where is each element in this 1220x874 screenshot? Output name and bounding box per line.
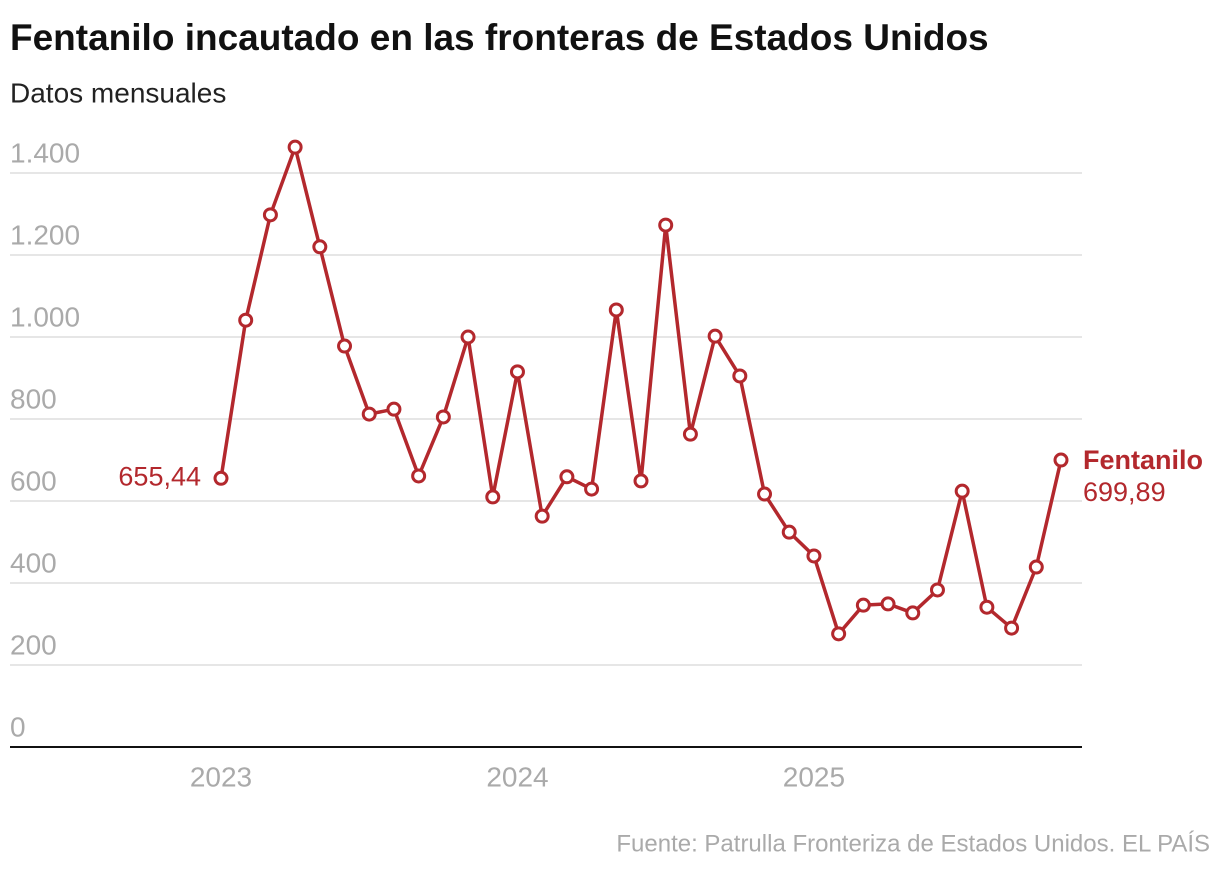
y-tick-label: 800	[10, 383, 57, 414]
marker	[509, 364, 525, 380]
data-label: 655,44	[118, 461, 201, 491]
marker	[1028, 559, 1044, 575]
marker	[312, 239, 328, 255]
marker	[707, 328, 723, 344]
marker	[485, 489, 501, 505]
x-tick-label: 2025	[783, 761, 845, 792]
marker	[337, 338, 353, 354]
y-tick-label: 200	[10, 629, 57, 660]
marker	[905, 605, 921, 621]
marker	[732, 368, 748, 384]
marker	[435, 409, 451, 425]
marker	[386, 401, 402, 417]
marker	[287, 139, 303, 155]
line	[219, 145, 1063, 636]
marker	[1004, 620, 1020, 636]
marker	[361, 406, 377, 422]
marker	[238, 312, 254, 328]
marker	[534, 508, 550, 524]
y-tick-label: 600	[10, 465, 57, 496]
marker	[608, 302, 624, 318]
marker	[781, 524, 797, 540]
y-tick-label: 0	[10, 711, 26, 742]
source: Fuente: Patrulla Fronteriza de Estados U…	[616, 830, 1210, 857]
marker	[213, 470, 229, 486]
chart-title: Fentanilo incautado en las fronteras de …	[10, 17, 989, 58]
chart-subtitle: Datos mensuales	[10, 77, 226, 108]
marker	[262, 207, 278, 223]
marker	[1053, 452, 1069, 468]
legend-label: Fentanilo	[1083, 445, 1203, 475]
marker	[831, 626, 847, 642]
marker	[633, 473, 649, 489]
marker	[855, 597, 871, 613]
marker	[682, 426, 698, 442]
y-tick-label: 1.400	[10, 137, 80, 168]
y-tick-label: 1.000	[10, 301, 80, 332]
marker	[411, 468, 427, 484]
data-label: 699,89	[1083, 477, 1166, 507]
marker	[584, 481, 600, 497]
marker	[880, 596, 896, 612]
y-tick-label: 400	[10, 547, 57, 578]
y-tick-label: 1.200	[10, 219, 80, 250]
marker	[757, 486, 773, 502]
marker	[806, 548, 822, 564]
x-tick-label: 2023	[190, 761, 252, 792]
marker	[954, 483, 970, 499]
marker	[460, 329, 476, 345]
marker	[559, 469, 575, 485]
marker	[929, 582, 945, 598]
marker	[979, 599, 995, 615]
x-tick-label: 2024	[486, 761, 548, 792]
marker	[658, 217, 674, 233]
